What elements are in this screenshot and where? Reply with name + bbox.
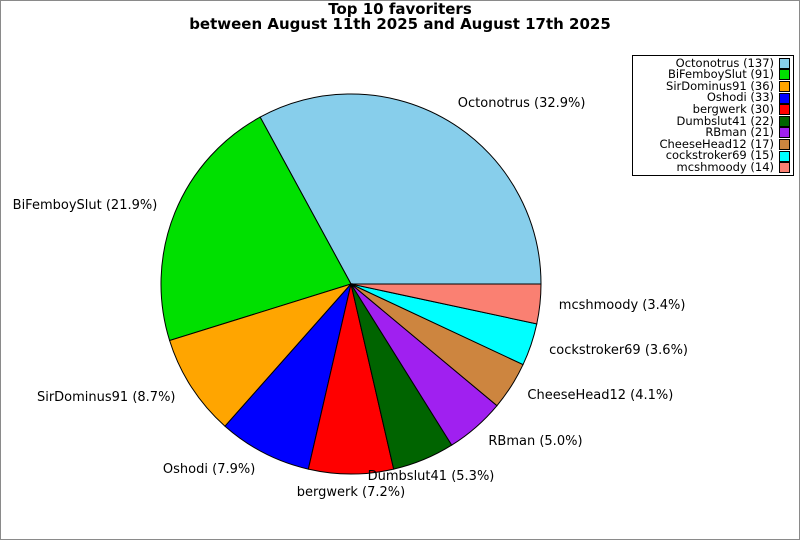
legend-label: CheeseHead12 (17) bbox=[659, 136, 774, 151]
legend-item-dumbslut41: Dumbslut41 (22) bbox=[635, 113, 790, 128]
legend-item-sirdominus91: SirDominus91 (36) bbox=[635, 78, 790, 93]
legend-label: cockstroker69 (15) bbox=[665, 148, 774, 163]
legend-swatch bbox=[779, 138, 790, 150]
slice-label-oshodi: Oshodi (7.9%) bbox=[162, 461, 256, 477]
legend-label: bergwerk (30) bbox=[692, 101, 774, 116]
legend-item-mcshmoody: mcshmoody (14) bbox=[635, 159, 790, 174]
pie-slice-octonotrus bbox=[259, 93, 542, 285]
slice-label-dumbslut41: Dumbslut41 (5.3%) bbox=[367, 469, 495, 485]
legend-swatch bbox=[779, 81, 790, 93]
legend-label: mcshmoody (14) bbox=[676, 159, 774, 174]
legend-label: BiFemboySlut (91) bbox=[667, 67, 774, 82]
legend-item-cockstroker69: cockstroker69 (15) bbox=[635, 150, 790, 162]
pie-slice-sirdominus91 bbox=[168, 282, 353, 427]
legend-swatch bbox=[779, 127, 790, 139]
legend-swatch bbox=[779, 150, 790, 162]
legend-item-octonotrus: Octonotrus (137) bbox=[635, 55, 790, 70]
legend-label: Dumbslut41 (22) bbox=[676, 113, 774, 128]
legend-swatch bbox=[779, 57, 790, 69]
legend-swatch bbox=[779, 162, 790, 174]
legend-swatch bbox=[779, 69, 790, 81]
slice-label-bifemboyslut: BiFemboySlut (21.9%) bbox=[12, 197, 158, 213]
pie-slice-bifemboyslut bbox=[160, 116, 352, 342]
slice-label-cheesehead12: CheeseHead12 (4.1%) bbox=[527, 388, 674, 404]
slice-label-cockstroker69: cockstroker69 (3.6%) bbox=[549, 342, 689, 358]
legend: Octonotrus (137) BiFemboySlut (91) SirDomi… bbox=[632, 55, 794, 176]
legend-label: SirDominus91 (36) bbox=[666, 78, 774, 93]
chart-title-line2: between August 11th 2025 and August 17th… bbox=[189, 15, 611, 33]
slice-label-mcshmoody: mcshmoody (3.4%) bbox=[558, 298, 686, 314]
slice-label-sirdominus91: SirDominus91 (8.7%) bbox=[36, 389, 176, 405]
slice-label-bergwerk: bergwerk (7.2%) bbox=[296, 485, 406, 500]
legend-swatch bbox=[779, 92, 790, 104]
legend-label: Octonotrus (137) bbox=[675, 55, 774, 70]
chart-title-line1: Top 10 favoriters bbox=[328, 0, 472, 18]
chart-title: Top 10 favoriters between August 11th 20… bbox=[1, 2, 799, 32]
legend-label: Oshodi (33) bbox=[706, 90, 774, 105]
slice-label-octonotrus: Octonotrus (32.9%) bbox=[457, 96, 586, 112]
legend-item-oshodi: Oshodi (33) bbox=[635, 92, 790, 104]
legend-label: RBman (21) bbox=[705, 125, 774, 140]
legend-item-rbman: RBman (21) bbox=[635, 125, 790, 140]
pie-slice-mcshmoody bbox=[350, 283, 542, 325]
slice-label-rbman: RBman (5.0%) bbox=[488, 433, 583, 449]
legend-swatch bbox=[779, 115, 790, 127]
legend-swatch bbox=[779, 104, 790, 116]
legend-item-cheesehead12: CheeseHead12 (17) bbox=[635, 136, 790, 151]
pie-slice-oshodi bbox=[224, 283, 352, 470]
legend-item-bergwerk: bergwerk (30) bbox=[635, 101, 790, 116]
legend-item-bifemboyslut: BiFemboySlut (91) bbox=[635, 69, 790, 81]
